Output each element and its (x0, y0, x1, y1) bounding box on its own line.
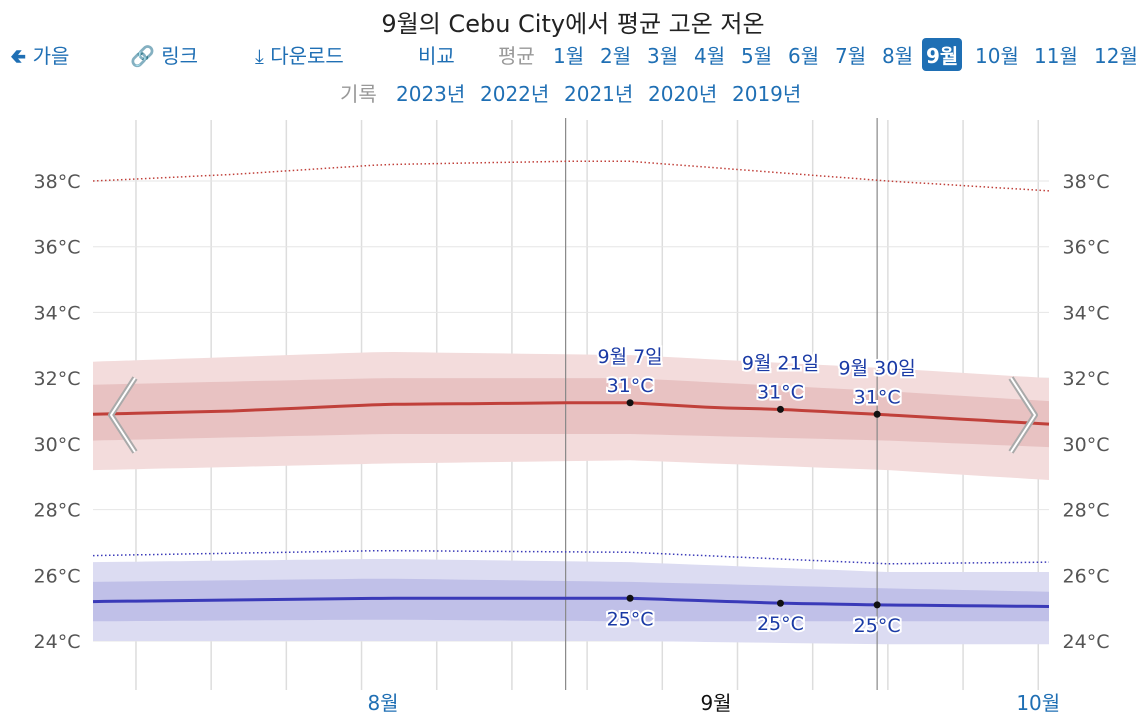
annotation-high-label: 31°C (757, 381, 804, 403)
month-axis-label: 9월 (700, 691, 731, 715)
y-tick-label-left: 24°C (34, 631, 81, 653)
back-link[interactable]: 🢀 가을 (10, 40, 69, 76)
month-3[interactable]: 3월 (647, 44, 679, 68)
chevron-left-icon (108, 376, 138, 454)
high-average-line (92, 401, 1050, 426)
y-tick-label-left: 32°C (34, 368, 81, 390)
y-tick-label-left: 30°C (34, 434, 81, 456)
annotation-low-label: 25°C (757, 613, 804, 635)
low-band-inner (93, 578, 1049, 622)
month-axis-label: 10월 (1016, 691, 1060, 715)
annotation-date-label: 9월 21일 (742, 352, 819, 374)
y-tick-label-left: 36°C (34, 237, 81, 259)
link-icon: 🔗 (130, 44, 155, 68)
month-11[interactable]: 11월 (1034, 44, 1078, 68)
month-6[interactable]: 6월 (788, 44, 820, 68)
page-title: 9월의 Cebu City에서 평균 고온 저온 (381, 10, 765, 38)
chevron-right-icon (1008, 376, 1038, 454)
annotation-high-point (626, 399, 634, 407)
records-bar: 기록 2023년 2022년 2021년 2020년 2019년 (0, 78, 1146, 106)
annotation-date-label: 9월 30일 (839, 357, 916, 379)
compare-link[interactable]: 비교 (418, 44, 455, 68)
link-button[interactable]: 🔗 링크 (130, 40, 198, 69)
month-1[interactable]: 1월 (553, 44, 585, 68)
annotation-low-point (626, 594, 634, 602)
record-year-2021[interactable]: 2021년 (564, 82, 634, 106)
annotation-high-point (776, 405, 784, 413)
month-8[interactable]: 8월 (882, 44, 914, 68)
y-tick-label-right: 30°C (1063, 434, 1110, 456)
month-5[interactable]: 5월 (741, 44, 773, 68)
month-10[interactable]: 10월 (975, 44, 1019, 68)
annotation-low-label: 25°C (607, 608, 654, 630)
month-4[interactable]: 4월 (694, 44, 726, 68)
low-record-line (92, 549, 1050, 565)
high-band-inner (93, 378, 1049, 448)
low-average-line (92, 596, 1050, 608)
next-button[interactable] (1003, 370, 1043, 460)
y-tick-label-left: 38°C (34, 171, 81, 193)
nav-bar: 🢀 가을 🔗 링크 ⤓ 다운로드 비교 평균 1월 2월 3월 4월 5월 6월… (0, 38, 1146, 72)
month-12[interactable]: 12월 (1094, 44, 1138, 68)
download-label: 다운로드 (270, 44, 344, 68)
annotation-high-label: 31°C (854, 386, 901, 408)
annotation-date-label: 9월 7일 (597, 346, 662, 368)
high-record-line (92, 160, 1050, 192)
record-year-2023[interactable]: 2023년 (396, 82, 466, 106)
record-year-2020[interactable]: 2020년 (648, 82, 718, 106)
y-tick-label-right: 28°C (1063, 500, 1110, 522)
record-year-2022[interactable]: 2022년 (480, 82, 550, 106)
y-tick-label-right: 34°C (1063, 302, 1110, 324)
record-year-2019[interactable]: 2019년 (732, 82, 802, 106)
arrow-left-icon: 🢀 (10, 44, 27, 68)
month-axis-label: 8월 (367, 691, 398, 715)
annotation-high-point (873, 410, 881, 418)
y-tick-label-right: 24°C (1063, 631, 1110, 653)
link-label: 링크 (161, 44, 199, 68)
y-tick-label-right: 38°C (1063, 171, 1110, 193)
month-7[interactable]: 7월 (835, 44, 867, 68)
y-tick-label-right: 36°C (1063, 237, 1110, 259)
y-tick-label-right: 32°C (1063, 368, 1110, 390)
month-9-selected[interactable]: 9월 (922, 38, 963, 71)
y-tick-label-left: 34°C (34, 302, 81, 324)
back-label: 가을 (32, 44, 70, 68)
month-2[interactable]: 2월 (600, 44, 632, 68)
download-icon: ⤓ (255, 44, 264, 68)
records-label: 기록 (340, 82, 377, 106)
average-label: 평균 (498, 44, 535, 68)
annotation-low-label: 25°C (854, 615, 901, 637)
download-button[interactable]: ⤓ 다운로드 (255, 40, 344, 69)
annotation-high-label: 31°C (607, 375, 654, 397)
y-tick-label-left: 26°C (34, 565, 81, 587)
annotation-low-point (873, 601, 881, 609)
y-tick-label-left: 28°C (34, 500, 81, 522)
annotation-low-point (776, 599, 784, 607)
y-tick-label-right: 26°C (1063, 565, 1110, 587)
prev-button[interactable] (103, 370, 143, 460)
